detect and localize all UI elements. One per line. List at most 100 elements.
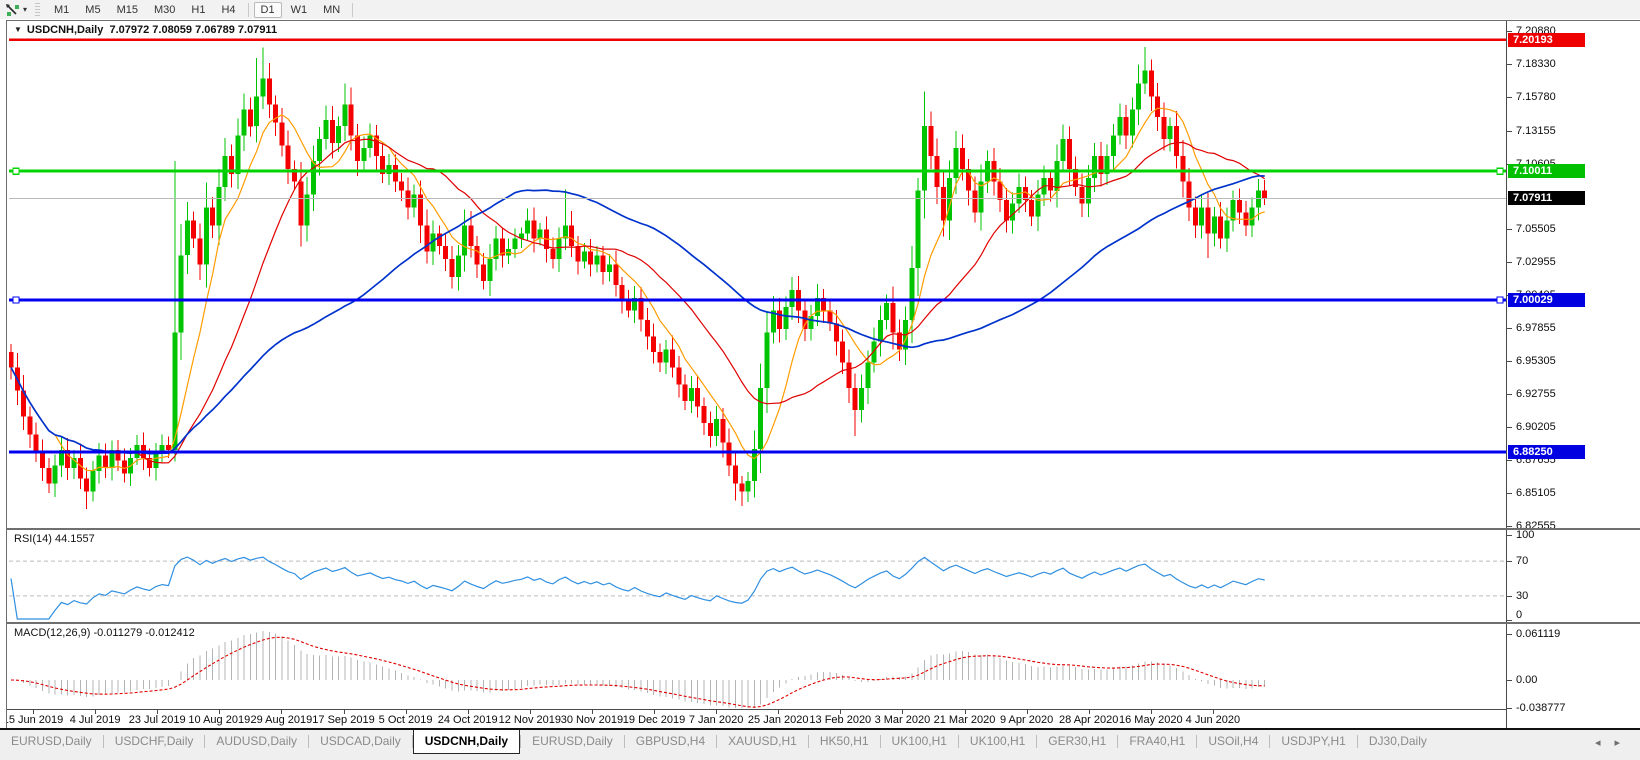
date-axis[interactable]: 15 Jun 2019 4 Jul 2019 23 Jul 2019 10 Aug 2… — [7, 709, 1506, 730]
date-tick — [1150, 710, 1152, 714]
chart-title[interactable]: ▼ USDCNH,Daily 7.07972 7.08059 7.06789 7.… — [14, 24, 277, 36]
date-label[interactable]: 4 Jul 2019 — [69, 714, 121, 726]
chart-title-ohlc: 7.07972 7.08059 7.06789 7.07911 — [109, 24, 278, 36]
axis-tick-mark — [1507, 96, 1512, 98]
rsi-tick-label: 0 — [1516, 609, 1523, 621]
date-label[interactable]: 29 Aug 2019 — [250, 714, 313, 726]
tab-scroll-left-icon[interactable]: ◂ — [1594, 737, 1601, 749]
date-label[interactable]: 28 Apr 2020 — [1059, 714, 1119, 726]
timeframe-button-h4[interactable]: H4 — [221, 3, 236, 16]
timeframe-button-m30[interactable]: M30 — [153, 3, 176, 16]
pane-separator[interactable] — [7, 528, 1640, 530]
tab-hk50-h1[interactable]: HK50,H1 — [819, 734, 869, 748]
tool-dropdown-arrow-icon[interactable]: ▾ — [23, 5, 28, 14]
date-label[interactable]: 13 Feb 2020 — [809, 714, 872, 726]
date-tick — [467, 710, 469, 714]
date-label[interactable]: 12 Nov 2019 — [498, 714, 561, 726]
chart-title-symbol: USDCNH,Daily — [26, 24, 104, 36]
date-tick — [33, 710, 34, 714]
date-label[interactable]: 4 Jun 2020 — [1185, 714, 1241, 726]
date-label[interactable]: 5 Oct 2019 — [378, 714, 433, 726]
tab-separator — [623, 735, 625, 748]
date-label[interactable]: 25 Jan 2020 — [747, 714, 809, 726]
date-label[interactable]: 10 Aug 2019 — [188, 714, 251, 726]
date-tick — [343, 710, 345, 714]
tab-scroll-arrows: ◂ ▸ — [1595, 730, 1640, 749]
date-tick — [654, 710, 655, 714]
price-tick-label: 7.13155 — [1516, 124, 1556, 137]
timeframe-button-m1[interactable]: M1 — [54, 3, 70, 16]
timeframe-button-d1[interactable]: D1 — [253, 1, 282, 18]
tab-usoil-h4[interactable]: USOil,H4 — [1208, 734, 1259, 748]
price-badge-7.00029: 7.00029 — [1508, 293, 1585, 308]
axis-tick-mark — [1507, 459, 1512, 461]
date-label[interactable]: 16 May 2020 — [1118, 714, 1183, 726]
price-tick-label: 6.95305 — [1516, 355, 1556, 367]
timeframe-button-mn[interactable]: MN — [323, 3, 341, 16]
date-label[interactable]: 3 Mar 2020 — [874, 714, 931, 726]
date-label[interactable]: 19 Dec 2019 — [622, 714, 686, 726]
tab-separator — [1117, 735, 1119, 748]
tab-dj30-daily[interactable]: DJ30,Daily — [1368, 734, 1427, 748]
tab-separator — [1356, 735, 1358, 748]
tab-gbpusd-h4[interactable]: GBPUSD,H4 — [635, 734, 706, 748]
date-label[interactable]: 30 Nov 2019 — [560, 714, 624, 726]
date-label[interactable]: 21 Mar 2020 — [933, 714, 996, 726]
date-tick — [840, 710, 842, 714]
macd-tick-label: 0.00 — [1516, 674, 1538, 686]
tab-uk100-h1[interactable]: UK100,H1 — [891, 734, 947, 748]
tab-ger30-h1[interactable]: GER30,H1 — [1048, 734, 1107, 748]
date-label[interactable]: 24 Oct 2019 — [437, 714, 498, 726]
tab-usdcad-daily[interactable]: USDCAD,Daily — [320, 734, 401, 748]
tab-separator — [1036, 735, 1038, 748]
rsi-plot[interactable] — [9, 530, 1506, 622]
tab-uk100-h1[interactable]: UK100,H1 — [969, 734, 1026, 748]
candlestick-plot[interactable] — [9, 21, 1506, 528]
price-axis[interactable]: 7.208807.183307.157807.131557.106057.055… — [1506, 21, 1640, 728]
timeframe-button-w1[interactable]: W1 — [290, 3, 308, 16]
timeframe-button-h1[interactable]: H1 — [191, 3, 206, 16]
date-label[interactable]: 7 Jan 2020 — [688, 714, 744, 726]
date-tick — [281, 710, 283, 714]
date-tick — [1026, 710, 1028, 714]
axis-tick-mark — [1507, 262, 1512, 264]
date-label[interactable]: 17 Sep 2019 — [312, 714, 375, 726]
axis-tick-mark — [1507, 535, 1512, 536]
timeframe-button-m5[interactable]: M5 — [85, 3, 101, 16]
date-tick — [95, 710, 97, 714]
price-badge-6.88250: 6.88250 — [1508, 445, 1585, 460]
tab-eurusd-daily[interactable]: EURUSD,Daily — [532, 734, 613, 748]
tab-scroll-right-icon[interactable]: ▸ — [1614, 737, 1620, 749]
tab-usdjpy-h1[interactable]: USDJPY,H1 — [1281, 734, 1346, 748]
toolbar-grip-handle[interactable] — [35, 3, 41, 16]
date-tick — [964, 710, 966, 714]
price-tick-label: 6.90205 — [1516, 420, 1556, 433]
pane-separator[interactable] — [7, 622, 1640, 624]
tab-usdcnh-daily[interactable]: USDCNH,Daily — [412, 730, 521, 754]
axis-tick-mark — [1507, 561, 1512, 563]
collapse-arrow-icon[interactable]: ▼ — [14, 25, 22, 34]
date-label[interactable]: 15 Jun 2019 — [7, 714, 64, 726]
tab-xauusd-h1[interactable]: XAUUSD,H1 — [728, 734, 797, 748]
date-label[interactable]: 23 Jul 2019 — [128, 714, 186, 726]
tab-fra40-h1[interactable]: FRA40,H1 — [1129, 734, 1186, 748]
tab-eurusd-daily[interactable]: EURUSD,Daily — [11, 734, 92, 748]
main-chart-pane: ▼ USDCNH,Daily 7.07972 7.08059 7.06789 7.… — [7, 21, 1640, 528]
date-tick — [591, 710, 593, 714]
date-label[interactable]: 9 Apr 2020 — [999, 714, 1054, 726]
axis-tick-mark — [1507, 63, 1512, 65]
price-tick-label: 7.18330 — [1516, 57, 1556, 70]
macd-plot[interactable] — [9, 624, 1506, 709]
timeframe-button-m15[interactable]: M15 — [116, 3, 138, 16]
macd-label: MACD(12,26,9) -0.011279 -0.012412 — [14, 627, 195, 639]
tab-usdchf-daily[interactable]: USDCHF,Daily — [114, 734, 194, 748]
tab-audusd-daily[interactable]: AUDUSD,Daily — [216, 734, 298, 748]
date-tick — [778, 710, 780, 714]
crosshair-tool-icon[interactable] — [3, 2, 21, 17]
timeframe-button-group: M1 M5 M15 M30 H1 H4 D1 W1 MN — [46, 1, 357, 18]
tab-separator — [102, 735, 104, 748]
date-tick — [902, 710, 904, 714]
tab-separator — [204, 735, 206, 748]
price-badge-7.10011: 7.10011 — [1508, 164, 1585, 179]
